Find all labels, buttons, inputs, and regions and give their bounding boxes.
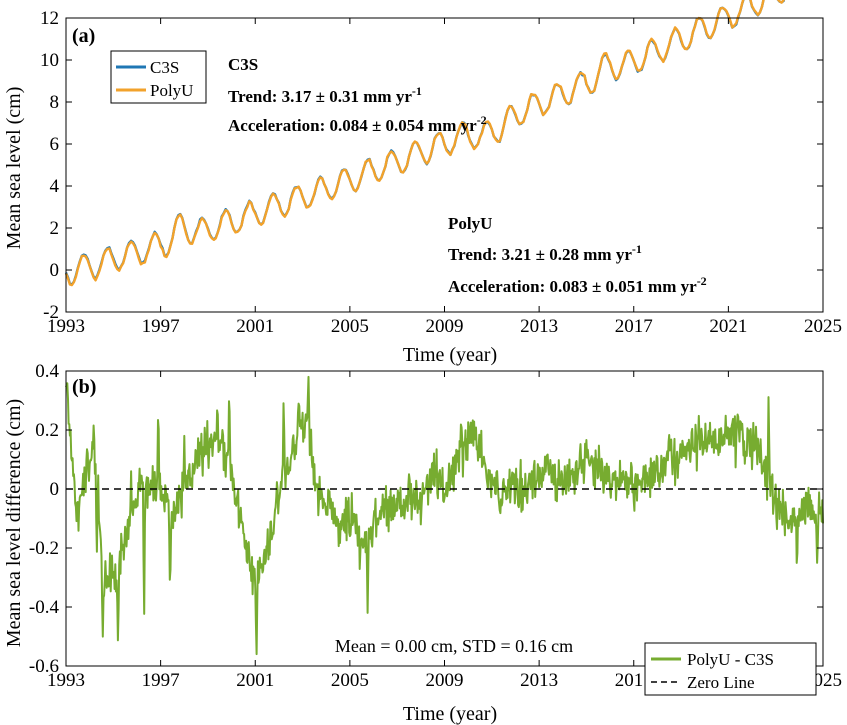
- panel-b-xtick-label-2017: 2017: [615, 670, 653, 691]
- panel-b-ytick-label--0.2: -0.2: [29, 538, 59, 559]
- panel-a-ylabel: Mean sea level (cm): [3, 87, 25, 250]
- panel-a-ytick-label-10: 10: [40, 50, 59, 71]
- panel-b-legend-box: [644, 642, 817, 696]
- series-line-polyu: [64, 0, 785, 287]
- panel-b-xtick-label-2013: 2013: [520, 670, 558, 691]
- panel-b-ytick-label--0.4: -0.4: [29, 597, 60, 618]
- panel-a-xtick-label-2025: 2025: [804, 316, 842, 337]
- legend-label-c3s: C3S: [150, 58, 179, 77]
- panel-a-legend: C3S PolyU: [110, 50, 207, 104]
- annotation-polyu-trend: Trend: 3.21 ± 0.28 mm yr-1: [448, 242, 642, 264]
- annotation-c3s: C3S Trend: 3.17 ± 0.31 mm yr-1 Accelerat…: [228, 55, 487, 135]
- stats-annotation: Mean = 0.00 cm, STD = 0.16 cm: [335, 636, 573, 656]
- annotation-polyu-acceleration: Acceleration: 0.083 ± 0.051 mm yr-2: [448, 274, 707, 296]
- panel-a-xtick-label-2017: 2017: [615, 316, 653, 337]
- panel-b-frame: [65, 370, 824, 667]
- panel-a-legend-box: [110, 50, 207, 104]
- panel-a-xtick-label-2001: 2001: [236, 316, 274, 337]
- panel-a: 1993 1997 2001 2005 2009 2013 2017 2021 2025 -2 0 2…: [3, 0, 842, 366]
- panel-a-ytick-label-0: 0: [50, 260, 60, 281]
- annotation-c3s-acceleration: Acceleration: 0.084 ± 0.054 mm yr-2: [228, 113, 487, 135]
- panel-b-xtick-label-1997: 1997: [142, 670, 180, 691]
- panel-b-ytick-label-0.2: 0.2: [35, 420, 59, 441]
- panel-b: 199319972001200520092013201720212025-0.6…: [3, 361, 842, 725]
- panel-a-axes: 1993 1997 2001 2005 2009 2013 2017 2021 2025 -2 0 2…: [40, 8, 842, 337]
- panel-a-ytick-label-12: 12: [40, 8, 59, 29]
- legend-label-difference: PolyU - C3S: [687, 650, 774, 669]
- panel-b-xtick-label-2009: 2009: [426, 670, 464, 691]
- panel-a-ytick-label-2: 2: [50, 218, 60, 239]
- panel-a-xtick-label-2009: 2009: [426, 316, 464, 337]
- annotation-polyu-title: PolyU: [448, 214, 492, 233]
- panel-a-xtick-label-1997: 1997: [142, 316, 180, 337]
- panel-a-label: (a): [72, 25, 95, 47]
- panel-b-xtick-label-2005: 2005: [331, 670, 369, 691]
- panel-a-ytick-label-6: 6: [50, 134, 60, 155]
- panel-a-xtick-label-1993: 1993: [47, 316, 85, 337]
- panel-a-xtick-label-2021: 2021: [709, 316, 747, 337]
- panel-b-ytick-label-0.4: 0.4: [35, 361, 59, 382]
- panel-b-ylabel: Mean sea level difference (cm): [3, 399, 25, 647]
- panel-b-ytick-label--0.6: -0.6: [29, 656, 59, 677]
- panel-b-plot-area: [65, 375, 824, 656]
- panel-b-legend: PolyU - C3S Zero Line: [644, 642, 817, 696]
- panel-a-xlabel: Time (year): [403, 344, 497, 366]
- panel-b-ytick-label-0: 0: [50, 479, 60, 500]
- panel-a-xtick-label-2013: 2013: [520, 316, 558, 337]
- panel-b-xtick-label-2001: 2001: [236, 670, 274, 691]
- annotation-c3s-trend: Trend: 3.17 ± 0.31 mm yr-1: [228, 84, 422, 106]
- legend-label-zero-line: Zero Line: [687, 673, 755, 692]
- panel-a-xtick-label-2005: 2005: [331, 316, 369, 337]
- panel-a-plot-area: [64, 0, 786, 287]
- panel-a-ytick-label--2: -2: [43, 302, 59, 323]
- panel-b-label: (b): [72, 376, 96, 398]
- panel-b-xtick-label-1993: 1993: [47, 670, 85, 691]
- panel-a-ytick-label-8: 8: [50, 92, 60, 113]
- annotation-c3s-title: C3S: [228, 55, 258, 74]
- series-line-polyu-minus-c3s: [65, 375, 824, 656]
- panel-b-xlabel: Time (year): [403, 703, 497, 725]
- annotation-polyu: PolyU Trend: 3.21 ± 0.28 mm yr-1 Acceler…: [448, 214, 707, 296]
- legend-label-polyu: PolyU: [150, 81, 193, 100]
- panel-a-ytick-label-4: 4: [50, 176, 60, 197]
